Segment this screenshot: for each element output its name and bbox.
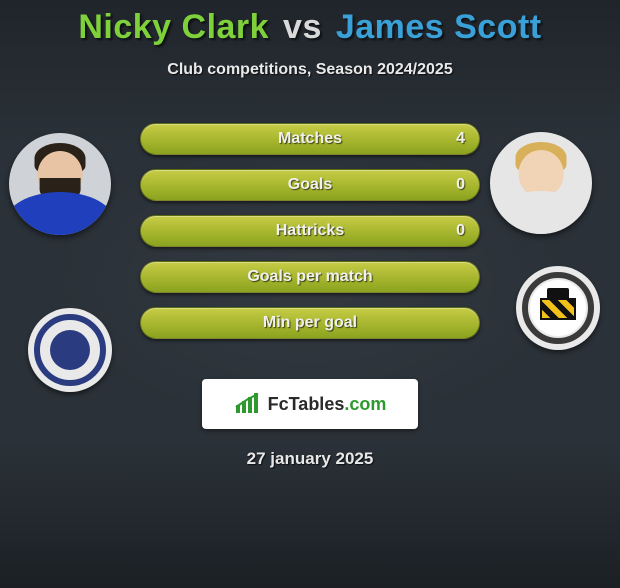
- brand-text: FcTables.com: [268, 394, 387, 415]
- player1-avatar: [9, 133, 111, 235]
- brand-bars-icon: [234, 393, 262, 415]
- player2-body: [490, 191, 592, 234]
- stat-label: Goals: [141, 170, 479, 200]
- vs-separator: vs: [283, 8, 322, 46]
- player1-body: [9, 192, 111, 235]
- crest-center: [50, 330, 90, 370]
- stat-bar-goals: Goals 0: [140, 169, 480, 201]
- player1-club-crest: [28, 308, 112, 392]
- brand-text-main: FcTables: [268, 394, 345, 414]
- comparison-title: Nicky Clark vs James Scott: [0, 8, 620, 47]
- stats-list: Matches 4 Goals 0 Hattricks 0 Goals per …: [140, 123, 480, 339]
- player1-name: Nicky Clark: [78, 8, 269, 46]
- stat-bar-hattricks: Hattricks 0: [140, 215, 480, 247]
- stat-bar-matches: Matches 4: [140, 123, 480, 155]
- subtitle: Club competitions, Season 2024/2025: [0, 61, 620, 79]
- snapshot-date: 27 january 2025: [0, 449, 620, 469]
- player2-avatar: [490, 132, 592, 234]
- stat-label: Min per goal: [141, 308, 479, 338]
- stat-label: Matches: [141, 124, 479, 154]
- stat-value: 4: [456, 124, 465, 154]
- brand-box: FcTables.com: [202, 379, 418, 429]
- stat-label: Goals per match: [141, 262, 479, 292]
- brand-text-domain: .com: [344, 394, 386, 414]
- stat-value: 0: [456, 170, 465, 200]
- player2-club-crest: [516, 266, 600, 350]
- stat-bar-min-per-goal: Min per goal: [140, 307, 480, 339]
- stat-value: 0: [456, 216, 465, 246]
- crest-top: [547, 288, 569, 298]
- crest-inner: [530, 280, 586, 336]
- stat-label: Hattricks: [141, 216, 479, 246]
- stat-bar-goals-per-match: Goals per match: [140, 261, 480, 293]
- crest-check: [540, 298, 576, 320]
- player2-name: James Scott: [336, 8, 542, 46]
